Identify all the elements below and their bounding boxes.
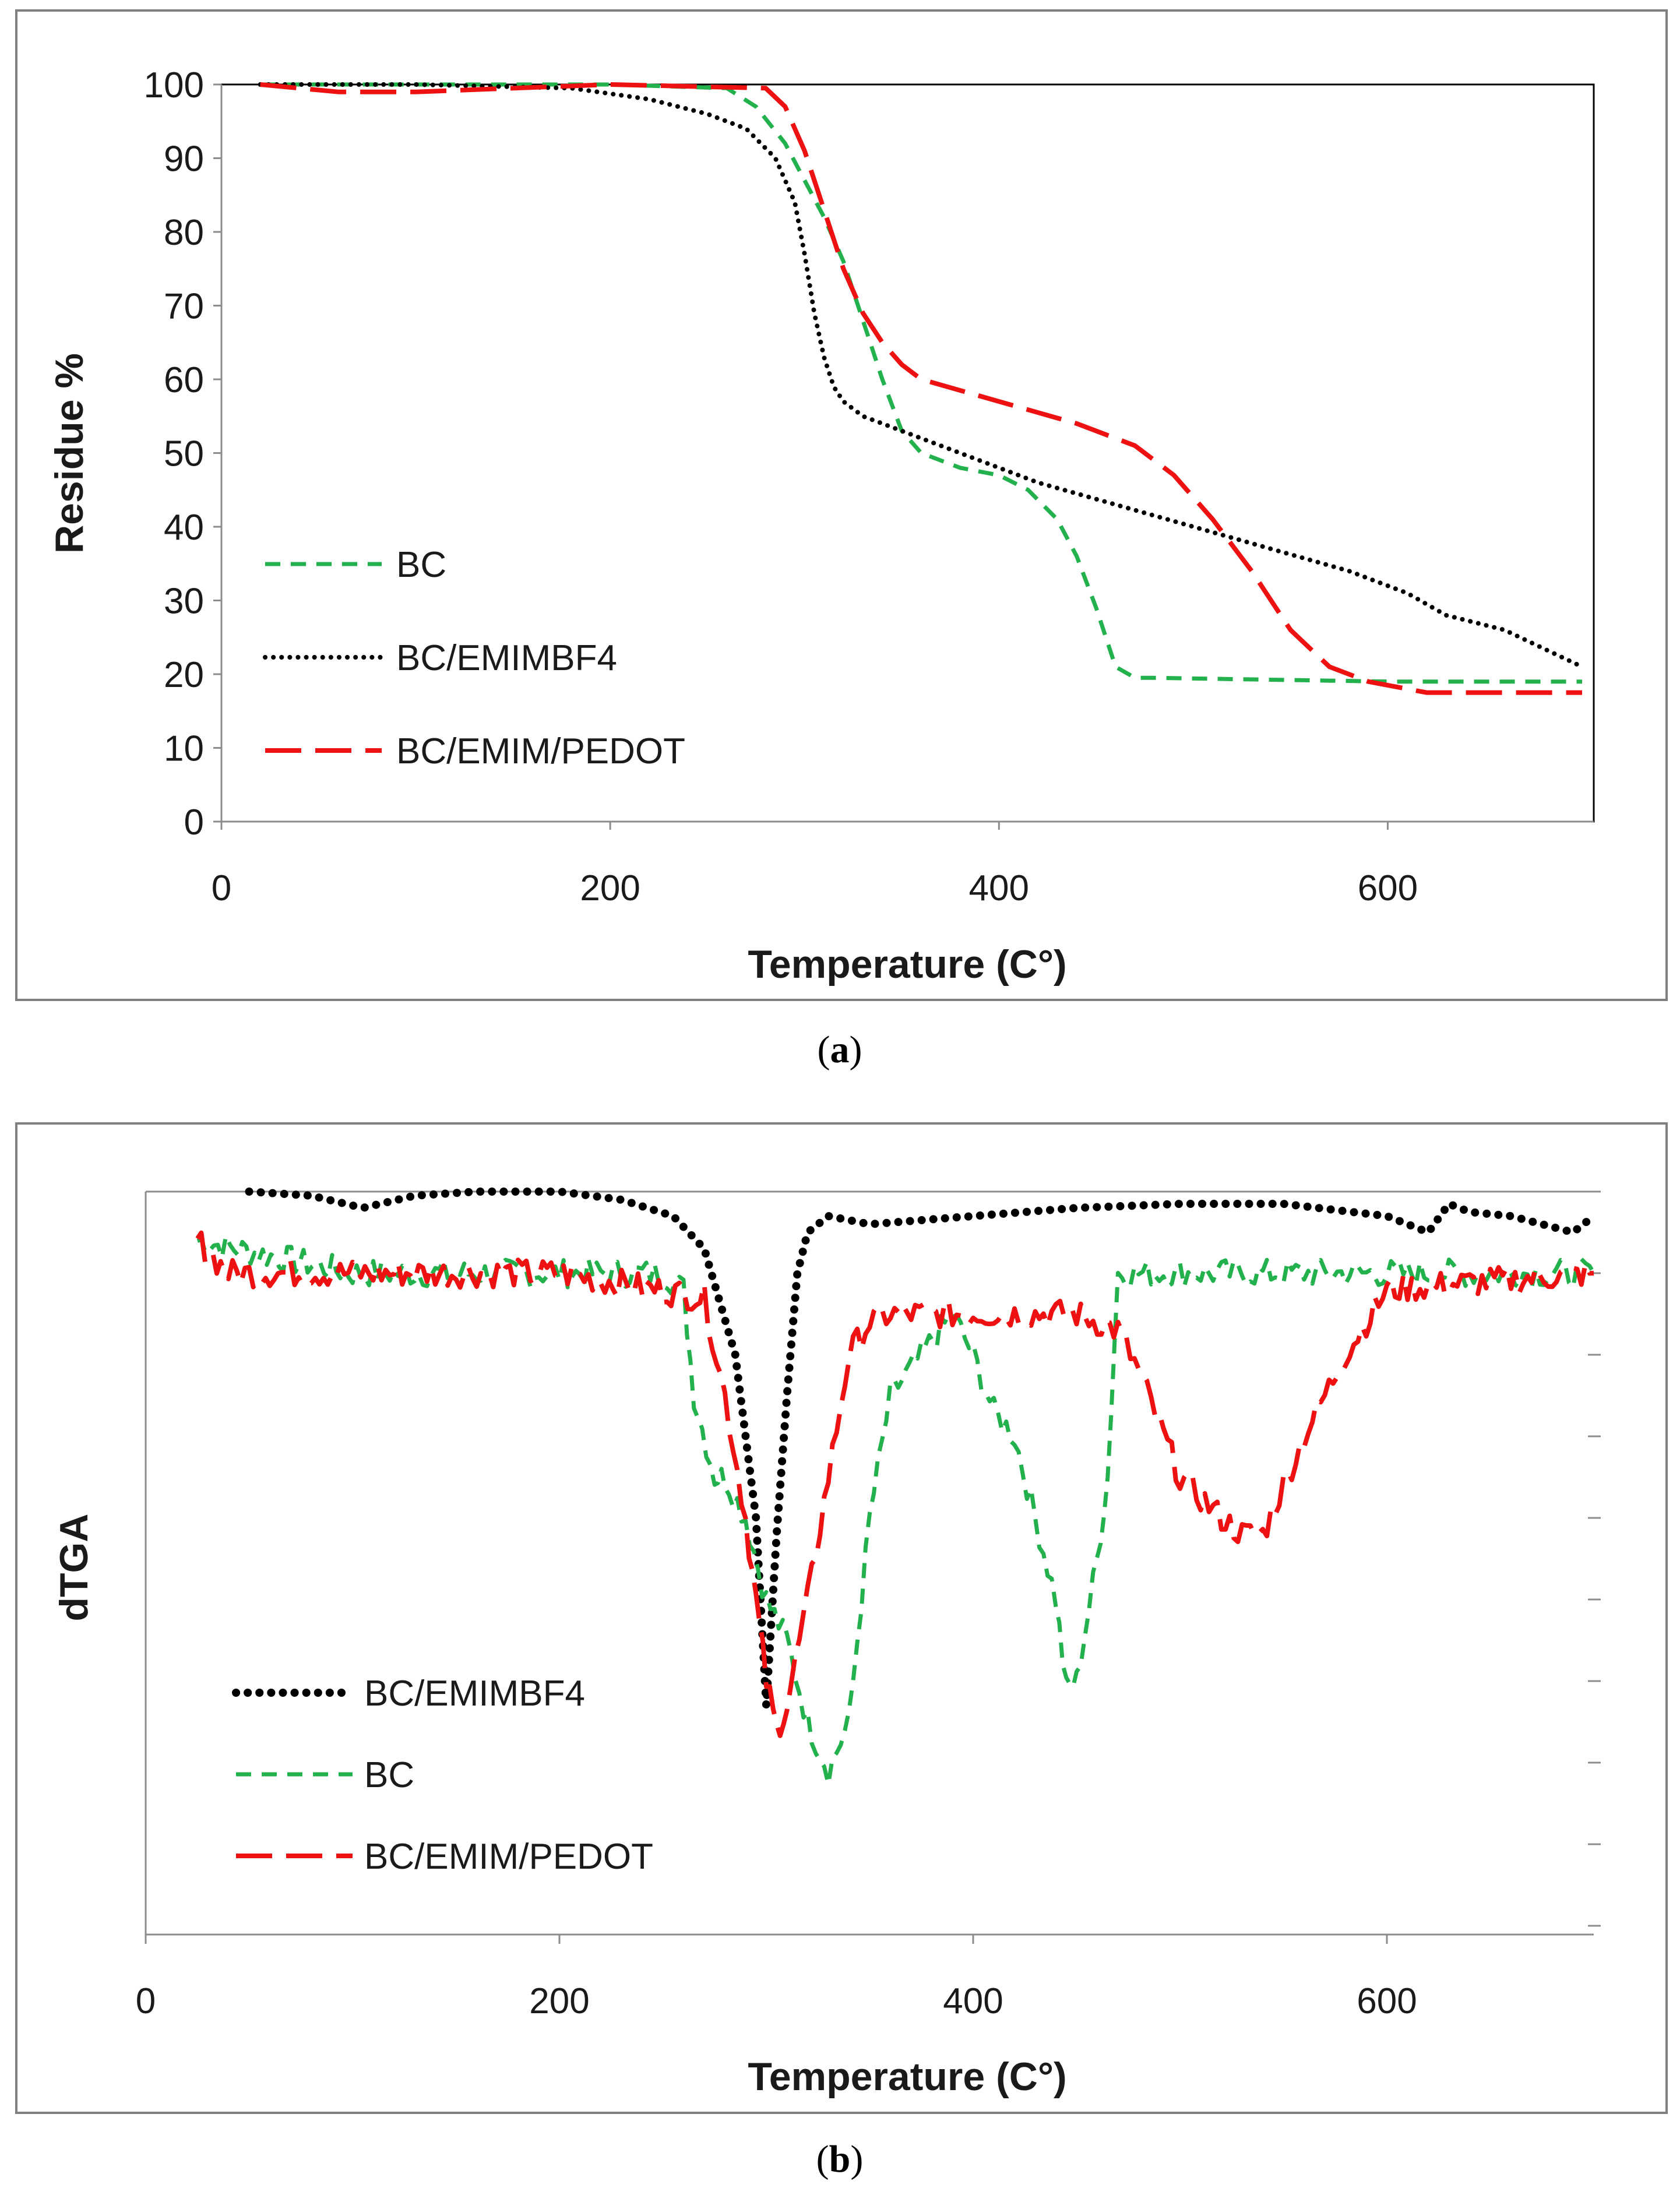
y-tick-label: 10 bbox=[164, 729, 204, 769]
panel-b-series bbox=[195, 1188, 1598, 1787]
panel-b: 0 200 400 600 Temperature (C°) dTGA BC/EMIM… bbox=[15, 1122, 1668, 2114]
x-tick-label: 400 bbox=[943, 1981, 1003, 2021]
panel-a-series bbox=[258, 82, 1584, 695]
x-tick-label: 600 bbox=[1357, 1981, 1417, 2021]
panel-a-x-axis-title: Temperature (C°) bbox=[748, 942, 1066, 986]
panel-a: 0 10 20 30 40 50 60 70 80 90 100 0 200 400 600 Temper… bbox=[15, 9, 1668, 1001]
x-tick-label: 0 bbox=[212, 868, 231, 908]
panel-b-legend-label-pedot: BC/EMIM/PEDOT bbox=[364, 1837, 653, 1877]
y-tick-label: 20 bbox=[164, 655, 204, 695]
y-tick-label: 80 bbox=[164, 213, 204, 253]
caption-a-text: (a) bbox=[818, 1028, 862, 1071]
panel-a-legend-label-bc: BC bbox=[396, 545, 446, 585]
panel-b-frame bbox=[15, 1122, 1668, 2114]
panel-a-frame bbox=[15, 9, 1668, 1001]
x-tick-label: 200 bbox=[580, 868, 640, 908]
panel-b-legend-label-bc: BC bbox=[364, 1755, 414, 1795]
y-tick-label: 90 bbox=[164, 139, 204, 179]
x-tick-label: 200 bbox=[529, 1981, 589, 2021]
caption-b: (b) bbox=[816, 2138, 864, 2180]
panel-a-legend-label-pedot: BC/EMIM/PEDOT bbox=[396, 731, 685, 771]
caption-b-letter: b bbox=[829, 2138, 851, 2180]
caption-a-letter: a bbox=[830, 1028, 850, 1071]
panel-b-legend-label-emimbf4: BC/EMIMBF4 bbox=[364, 1673, 585, 1714]
panel-a-y-axis-title: Residue % bbox=[47, 353, 91, 554]
panel-a-y-ticks: 0 10 20 30 40 50 60 70 80 90 100 bbox=[144, 65, 221, 843]
panel-b-x-ticks: 0 200 400 600 bbox=[136, 1935, 1417, 2021]
series-line-bc-emim-pedot bbox=[260, 82, 1582, 695]
series-line-bc-emim-pedot bbox=[195, 1230, 1594, 1738]
caption-a: (a) bbox=[818, 1028, 862, 1071]
panel-b-legend: BC/EMIMBF4 BC BC/EMIM/PEDOT bbox=[232, 1673, 653, 1877]
panel-b-right-ticks bbox=[1588, 1190, 1601, 1927]
y-tick-label: 40 bbox=[164, 508, 204, 548]
y-tick-label: 60 bbox=[164, 360, 204, 400]
x-tick-label: 600 bbox=[1358, 868, 1418, 908]
caption-b-text: (b) bbox=[816, 2138, 864, 2180]
y-tick-label: 50 bbox=[164, 434, 204, 474]
panel-b-x-axis-title: Temperature (C°) bbox=[748, 2055, 1066, 2099]
panel-a-legend: BC BC/EMIMBF4 BC/EMIM/PEDOT bbox=[263, 545, 685, 771]
panel-b-y-axis-title: dTGA bbox=[52, 1513, 96, 1621]
panel-a-x-ticks: 0 200 400 600 bbox=[212, 822, 1418, 908]
y-tick-label: 0 bbox=[184, 802, 204, 843]
x-tick-label: 400 bbox=[969, 868, 1029, 908]
y-tick-label: 70 bbox=[164, 287, 204, 327]
series-line-bc bbox=[196, 1234, 1596, 1787]
y-tick-label: 100 bbox=[144, 65, 204, 105]
series-line-bc-emimbf4 bbox=[245, 1188, 1598, 1710]
panel-a-legend-label-emimbf4: BC/EMIMBF4 bbox=[396, 638, 617, 678]
x-tick-label: 0 bbox=[136, 1981, 156, 2021]
y-tick-label: 30 bbox=[164, 582, 204, 622]
series-line-bc-emimbf4 bbox=[258, 82, 1584, 670]
series-line-bc bbox=[260, 82, 1582, 684]
